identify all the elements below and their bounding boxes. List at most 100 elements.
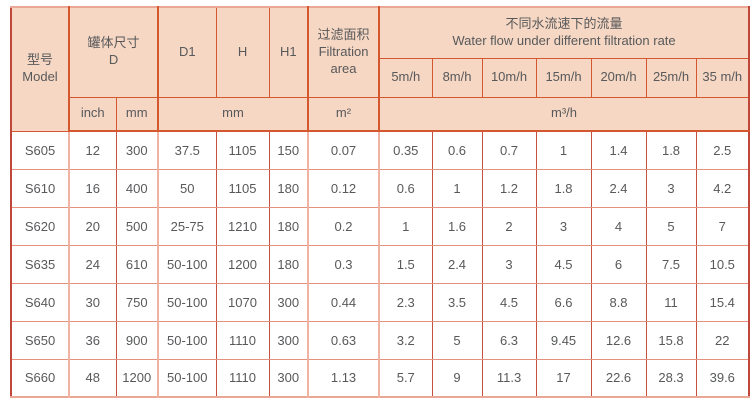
table-row: S605 12 300 37.5 1105 150 0.07 0.35 0.6 … [10, 130, 750, 170]
cell-flow: 6.6 [535, 282, 592, 322]
cell-flow: 3 [645, 168, 697, 208]
cell-flow: 0.6 [378, 168, 433, 208]
cell-flow: 3 [535, 206, 592, 246]
cell-d1: 37.5 [157, 130, 217, 170]
cell-flow: 1.8 [645, 130, 697, 170]
cell-model: S620 [10, 206, 70, 246]
cell-flow: 1 [378, 206, 433, 246]
header-flow-rate: 8m/h [431, 57, 483, 98]
cell-flow: 9 [431, 358, 483, 398]
cell-area: 0.44 [307, 282, 380, 322]
cell-area: 1.13 [307, 358, 380, 398]
cell-flow: 5.7 [378, 358, 433, 398]
header-row-flow-rates: 5m/h 8m/h 10m/h 15m/h 20m/h 25m/h 35 m/h [11, 57, 750, 98]
cell-h1: 300 [268, 282, 309, 322]
header-flow-rate: 5m/h [378, 57, 433, 98]
cell-flow: 1 [431, 168, 483, 208]
header-h: H [215, 6, 270, 98]
cell-flow: 4.5 [481, 282, 537, 322]
cell-flow: 6 [590, 244, 647, 284]
cell-d1: 50 [157, 168, 217, 208]
cell-h1: 150 [268, 130, 309, 170]
cell-mm: 400 [115, 168, 159, 208]
header-unit-area: m² [307, 96, 380, 132]
cell-flow: 28.3 [645, 358, 697, 398]
cell-flow: 1.6 [431, 206, 483, 246]
header-row-units: inch mm mm m² m³/h [11, 96, 750, 132]
cell-flow: 11 [645, 282, 697, 322]
cell-flow: 39.6 [695, 358, 750, 398]
cell-mm: 1200 [115, 358, 159, 398]
cell-inch: 48 [68, 358, 117, 398]
table-row: S650 36 900 50-100 1110 300 0.63 3.2 5 6… [10, 320, 750, 360]
cell-flow: 15.4 [695, 282, 750, 322]
cell-model: S640 [10, 282, 70, 322]
header-filtration-area: 过滤面积 Filtration area [307, 6, 380, 98]
header-flow-rate: 20m/h [590, 57, 647, 98]
header-unit-mm: mm [115, 96, 159, 132]
cell-inch: 30 [68, 282, 117, 322]
cell-h: 1110 [215, 358, 270, 398]
cell-flow: 2.4 [431, 244, 483, 284]
cell-flow: 4.2 [695, 168, 750, 208]
table-row: S635 24 610 50-100 1200 180 0.3 1.5 2.4 … [10, 244, 750, 284]
cell-flow: 0.7 [481, 130, 537, 170]
cell-inch: 20 [68, 206, 117, 246]
table-row: S640 30 750 50-100 1070 300 0.44 2.3 3.5… [10, 282, 750, 322]
header-d1: D1 [157, 6, 217, 98]
cell-flow: 7 [695, 206, 750, 246]
header-unit-inch: inch [68, 96, 117, 132]
cell-inch: 16 [68, 168, 117, 208]
cell-mm: 300 [115, 130, 159, 170]
cell-flow: 0.6 [431, 130, 483, 170]
header-model: 型号 Model [10, 6, 70, 132]
cell-h1: 300 [268, 320, 309, 360]
cell-d1: 50-100 [157, 320, 217, 360]
header-flow-rate: 25m/h [645, 57, 697, 98]
cell-area: 0.2 [307, 206, 380, 246]
cell-flow: 5 [645, 206, 697, 246]
cell-flow: 1.2 [481, 168, 537, 208]
cell-flow: 2 [481, 206, 537, 246]
cell-h1: 180 [268, 244, 309, 284]
header-row-groups: 型号 Model 罐体尺寸 D D1 H H1 过滤面积 Filtration … [10, 6, 750, 132]
cell-h1: 180 [268, 168, 309, 208]
cell-h: 1105 [215, 168, 270, 208]
cell-h: 1070 [215, 282, 270, 322]
cell-flow: 15.8 [645, 320, 697, 360]
cell-flow: 2.5 [695, 130, 750, 170]
header-flow-rate: 10m/h [481, 57, 537, 98]
cell-flow: 17 [535, 358, 592, 398]
spec-table: 型号 Model 罐体尺寸 D D1 H H1 过滤面积 Filtration … [10, 6, 751, 398]
header-tank-size: 罐体尺寸 D [67, 6, 159, 98]
cell-flow: 9.45 [535, 320, 592, 360]
cell-flow: 22.6 [590, 358, 647, 398]
header-flow-rate: 35 m/h [695, 57, 750, 98]
cell-flow: 5 [431, 320, 483, 360]
cell-flow: 3.5 [431, 282, 483, 322]
cell-flow: 4.5 [535, 244, 592, 284]
cell-flow: 11.3 [481, 358, 537, 398]
cell-flow: 1.8 [535, 168, 592, 208]
header-unit-flow: m³/h [378, 96, 750, 132]
cell-flow: 22 [695, 320, 750, 360]
cell-flow: 6.3 [481, 320, 537, 360]
cell-area: 0.3 [307, 244, 380, 284]
cell-area: 0.63 [307, 320, 380, 360]
cell-d1: 50-100 [157, 358, 217, 398]
cell-mm: 900 [115, 320, 159, 360]
cell-mm: 500 [115, 206, 159, 246]
cell-flow: 10.5 [695, 244, 750, 284]
cell-mm: 610 [115, 244, 159, 284]
header-unit-mm-dims: mm [157, 96, 309, 132]
cell-model: S660 [10, 358, 70, 398]
cell-d1: 50-100 [157, 282, 217, 322]
cell-h1: 180 [268, 206, 309, 246]
header-water-flow: 不同水流速下的流量 Water flow under different fil… [378, 6, 750, 59]
cell-model: S635 [10, 244, 70, 284]
cell-inch: 12 [68, 130, 117, 170]
cell-mm: 750 [115, 282, 159, 322]
cell-h: 1200 [215, 244, 270, 284]
cell-h: 1105 [215, 130, 270, 170]
